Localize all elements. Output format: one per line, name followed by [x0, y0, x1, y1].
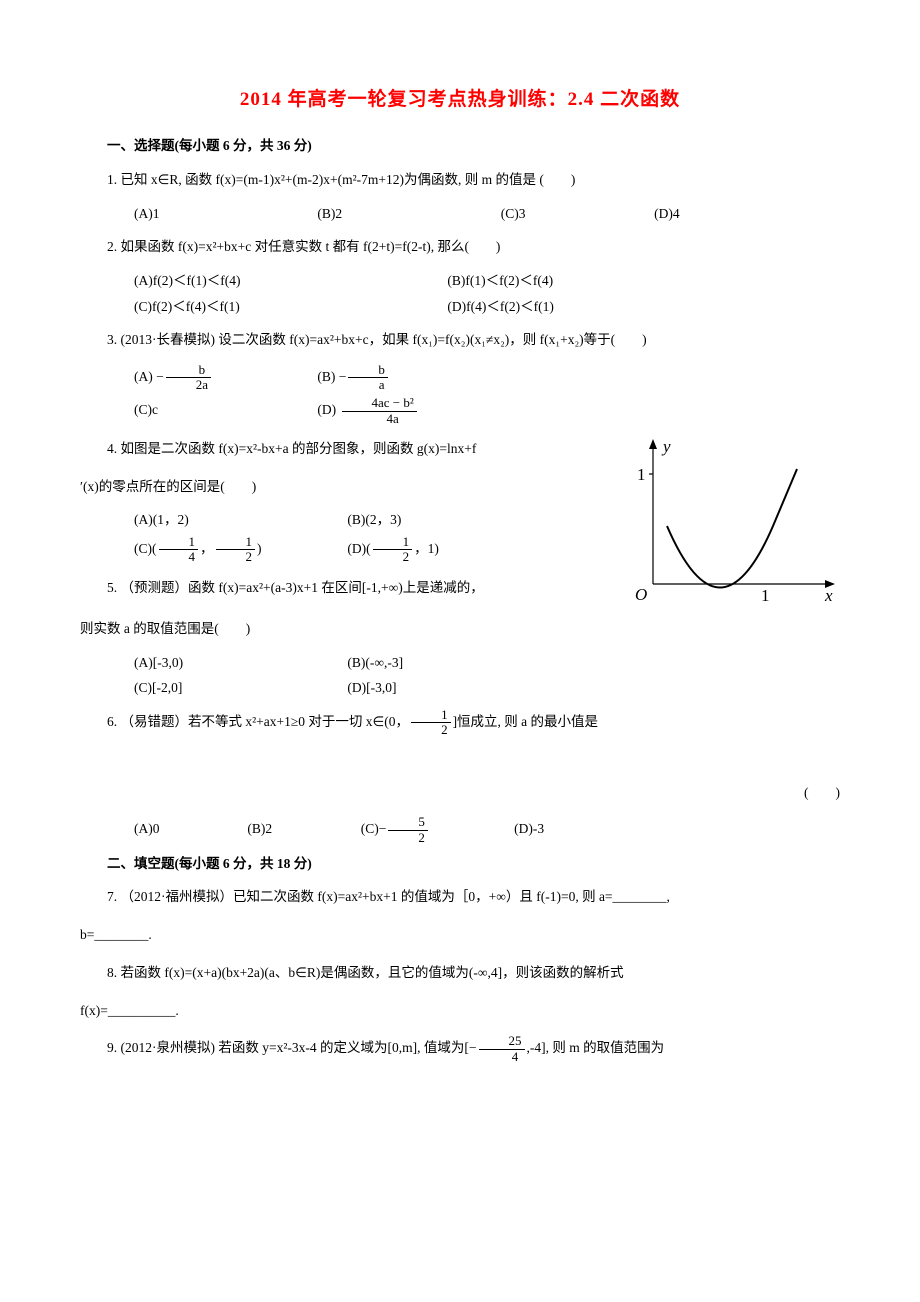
q5-opt-c: (C)[-2,0] [107, 677, 317, 699]
question-6: 6. （易错题）若不等式 x²+ax+1≥0 对于一切 x∈(0，12]恒成立,… [80, 707, 840, 738]
q2-opt-b: (B)f(1)＜f(2)＜f(4) [420, 270, 730, 292]
question-8: 8. 若函数 f(x)=(x+a)(bx+2a)(a、b∈R)是偶函数，且它的值… [80, 958, 840, 988]
q4-opt-d: (D)(12，1) [320, 535, 439, 565]
q6-opt-a: (A)0 [107, 818, 217, 840]
q6-opt-c: (C)−52 [334, 815, 484, 845]
question-1-options: (A)1 (B)2 (C)3 (D)4 [80, 203, 840, 225]
q4-c-d2: 2 [216, 550, 256, 564]
question-6-paren: ( ) [80, 778, 840, 808]
q3-d-den: 4a [342, 412, 417, 426]
q6-c-n: 5 [388, 815, 428, 830]
q4-d-n: 1 [373, 535, 413, 550]
q6-c-pre: (C)− [361, 821, 387, 836]
q4-d-pre: (D)( [347, 541, 370, 556]
x-axis-label: x [824, 586, 833, 605]
q1-opt-c: (C)3 [474, 203, 624, 225]
q4-c-n2: 1 [216, 535, 256, 550]
question-9: 9. (2012·泉州模拟) 若函数 y=x²-3x-4 的定义域为[0,m],… [80, 1033, 840, 1064]
question-1: 1. 已知 x∈R, 函数 f(x)=(m-1)x²+(m-2)x+(m²-7m… [80, 165, 840, 195]
q3-opt-c: (C)c [107, 399, 287, 421]
q4-d-frac: 12 [373, 535, 413, 565]
q6-post: ]恒成立, 则 a 的最小值是 [453, 714, 599, 729]
q3-opt-b: (B) −ba [290, 363, 470, 393]
q4-c-post: ) [257, 541, 262, 556]
q4-c-frac1: 14 [159, 535, 199, 565]
parabola-svg: 1 1 O x y [625, 434, 840, 614]
q2-opt-a: (A)f(2)＜f(1)＜f(4) [107, 270, 417, 292]
q9-post: ,-4], 则 m 的取值范围为 [527, 1040, 665, 1055]
question-6-options: (A)0 (B)2 (C)−52 (D)-3 [80, 815, 840, 845]
q9-frac: 254 [479, 1034, 525, 1064]
q6-opt-b: (B)2 [220, 818, 330, 840]
question-3: 3. (2013·长春模拟) 设二次函数 f(x)=ax²+bx+c，如果 f(… [80, 325, 840, 355]
question-2-options-row1: (A)f(2)＜f(1)＜f(4) (B)f(1)＜f(2)＜f(4) [80, 270, 840, 292]
q3-opt-a: (A) −b2a [107, 363, 287, 393]
question-7: 7. （2012·福州模拟）已知二次函数 f(x)=ax²+bx+1 的值域为［… [80, 882, 840, 912]
parabola-curve [667, 469, 797, 588]
q3-a-num: b [166, 363, 211, 378]
q4-c-mid: ， [200, 541, 214, 556]
q6-n: 1 [411, 708, 451, 723]
q4-opt-c: (C)(14，12) [107, 535, 317, 565]
q4-c-frac2: 12 [216, 535, 256, 565]
q3-b-pre: (B) − [317, 369, 346, 384]
q9-n: 25 [479, 1034, 525, 1049]
q4-c-d1: 4 [159, 550, 199, 564]
q4-d-post: ，1) [414, 541, 439, 556]
q9-pre: 9. (2012·泉州模拟) 若函数 y=x²-3x-4 的定义域为[0,m],… [107, 1040, 477, 1055]
q3-a-pre: (A) − [134, 369, 164, 384]
q5-opt-a: (A)[-3,0) [107, 652, 317, 674]
q4-d-d: 2 [373, 550, 413, 564]
q6-pre: 6. （易错题）若不等式 x²+ax+1≥0 对于一切 x∈(0， [107, 714, 409, 729]
section-2-heading: 二、填空题(每小题 6 分，共 18 分) [80, 853, 840, 875]
q1-opt-a: (A)1 [107, 203, 287, 225]
y-axis-label: y [661, 437, 671, 456]
question-3-options-row1: (A) −b2a (B) −ba [80, 363, 840, 393]
question-7-p2: b=________. [80, 920, 840, 950]
section-1-heading: 一、选择题(每小题 6 分，共 36 分) [80, 135, 840, 157]
q3-a-den: 2a [166, 378, 211, 392]
q9-d: 4 [479, 1050, 525, 1064]
q3-opt-d: (D) 4ac − b²4a [290, 396, 470, 426]
question-2-options-row2: (C)f(2)＜f(4)＜f(1) (D)f(4)＜f(2)＜f(1) [80, 296, 840, 318]
origin-label: O [635, 585, 647, 604]
q1-opt-d: (D)4 [627, 203, 777, 225]
x-tick-1-label: 1 [761, 586, 770, 605]
y-tick-1-label: 1 [637, 465, 646, 484]
q3-a-frac: b2a [166, 363, 211, 393]
q6-opt-d: (D)-3 [487, 818, 544, 840]
y-axis-arrow [649, 439, 657, 449]
question-3-options-row2: (C)c (D) 4ac − b²4a [80, 396, 840, 426]
q3-b-den: a [348, 378, 388, 392]
q4-opt-b: (B)(2，3) [320, 509, 401, 531]
q6-c-frac: 52 [388, 815, 428, 845]
parabola-graph: 1 1 O x y [625, 434, 840, 614]
q4-c-n1: 1 [159, 535, 199, 550]
q6-c-d: 2 [388, 831, 428, 845]
q4-opt-a: (A)(1，2) [107, 509, 317, 531]
q3-d-frac: 4ac − b²4a [342, 396, 417, 426]
question-5-p2: 则实数 a 的取值范围是( ) [80, 614, 840, 644]
question-5-options-row2: (C)[-2,0] (D)[-3,0] [80, 677, 840, 699]
q3-d-pre: (D) [317, 402, 339, 417]
q6-d: 2 [411, 723, 451, 737]
q5-opt-d: (D)[-3,0] [320, 677, 396, 699]
question-5-options-row1: (A)[-3,0) (B)(-∞,-3] [80, 652, 840, 674]
question-8-p2: f(x)=__________. [80, 996, 840, 1026]
q3-b-frac: ba [348, 363, 388, 393]
page-title: 2014 年高考一轮复习考点热身训练：2.4 二次函数 [80, 85, 840, 115]
q3-b-num: b [348, 363, 388, 378]
q2-opt-c: (C)f(2)＜f(4)＜f(1) [107, 296, 417, 318]
question-2: 2. 如果函数 f(x)=x²+bx+c 对任意实数 t 都有 f(2+t)=f… [80, 232, 840, 262]
q4-c-pre: (C)( [134, 541, 157, 556]
q2-opt-d: (D)f(4)＜f(2)＜f(1) [420, 296, 730, 318]
q6-frac: 12 [411, 708, 451, 738]
q1-opt-b: (B)2 [290, 203, 470, 225]
q5-opt-b: (B)(-∞,-3] [320, 652, 403, 674]
q3-d-num: 4ac − b² [342, 396, 417, 411]
